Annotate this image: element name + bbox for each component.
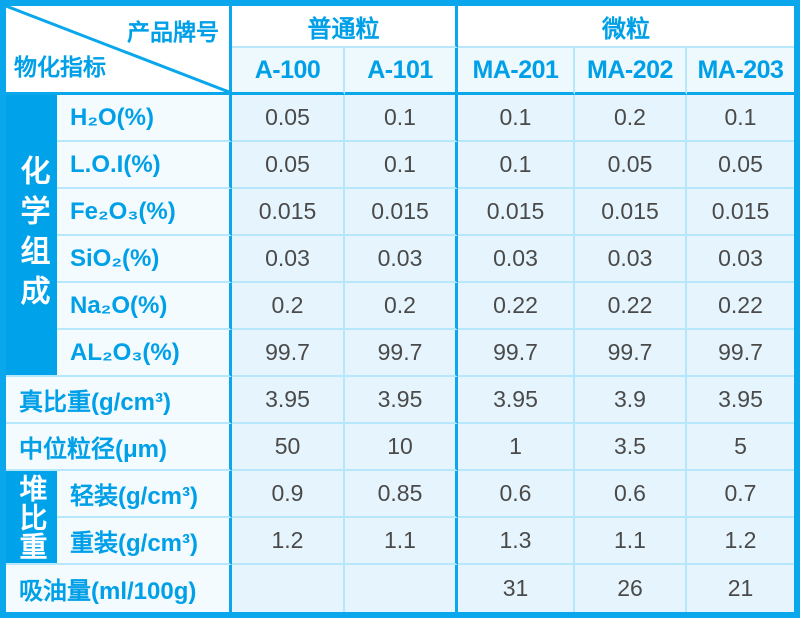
value-cell: 0.1	[345, 95, 458, 142]
model-ma-202: MA-202	[575, 48, 687, 95]
value-cell: 3.95	[345, 377, 458, 424]
value-cell: 0.03	[687, 236, 794, 283]
row-label-sio2: SiO₂(%)	[57, 236, 232, 283]
value-cell: 99.7	[458, 330, 575, 377]
group-strip-bulk-density: 堆比重	[6, 471, 57, 565]
value-cell: 0.1	[458, 142, 575, 189]
value-cell: 0.03	[458, 236, 575, 283]
model-a-101: A-101	[345, 48, 458, 95]
group-strip-chemical-composition: 化学组成	[6, 95, 57, 377]
value-cell: 99.7	[345, 330, 458, 377]
value-cell: 0.015	[345, 189, 458, 236]
value-cell: 0.05	[232, 95, 345, 142]
physchem-index-label: 物化指标	[14, 54, 106, 80]
value-cell: 1.2	[687, 518, 794, 565]
value-cell: 0.1	[458, 95, 575, 142]
value-cell: 0.05	[687, 142, 794, 189]
row-label-heavy-packing: 重装(g/cm³)	[57, 518, 232, 565]
value-cell: 0.2	[232, 283, 345, 330]
value-cell: 0.03	[232, 236, 345, 283]
model-ma-203: MA-203	[687, 48, 794, 95]
value-cell: 1.1	[575, 518, 687, 565]
value-cell: 0.1	[345, 142, 458, 189]
value-cell: 0.22	[458, 283, 575, 330]
row-label-oil-absorption: 吸油量(ml/100g)	[6, 565, 232, 612]
value-cell: 0.03	[345, 236, 458, 283]
value-cell: 0.2	[345, 283, 458, 330]
row-label-true-specific-gravity: 真比重(g/cm³)	[6, 377, 232, 424]
row-label-light-packing: 轻装(g/cm³)	[57, 471, 232, 518]
diagonal-divider	[6, 6, 229, 92]
group-fine-particle: 微粒	[458, 6, 794, 48]
row-label-na2o: Na₂O(%)	[57, 283, 232, 330]
value-cell: 1.3	[458, 518, 575, 565]
value-cell: 50	[232, 424, 345, 471]
value-cell: 0.2	[575, 95, 687, 142]
row-label-median-particle-size: 中位粒径(μm)	[6, 424, 232, 471]
value-cell: 0.7	[687, 471, 794, 518]
value-cell: 0.6	[458, 471, 575, 518]
row-label-al2o3: AL₂O₃(%)	[57, 330, 232, 377]
value-cell: 0.015	[687, 189, 794, 236]
row-label-loi: L.O.I(%)	[57, 142, 232, 189]
value-cell: 0.03	[575, 236, 687, 283]
row-label-h2o: H₂O(%)	[57, 95, 232, 142]
value-cell: 0.22	[687, 283, 794, 330]
value-cell: 99.7	[575, 330, 687, 377]
model-ma-201: MA-201	[458, 48, 575, 95]
value-cell: 0.015	[575, 189, 687, 236]
value-cell: 0.1	[687, 95, 794, 142]
value-cell: 31	[458, 565, 575, 612]
value-cell: 10	[345, 424, 458, 471]
value-cell: 26	[575, 565, 687, 612]
value-cell: 0.05	[232, 142, 345, 189]
value-cell: 21	[687, 565, 794, 612]
value-cell: 1.2	[232, 518, 345, 565]
value-cell: 1	[458, 424, 575, 471]
value-cell: 3.5	[575, 424, 687, 471]
value-cell: 0.22	[575, 283, 687, 330]
value-cell: 99.7	[687, 330, 794, 377]
diagonal-header-cell: 产品牌号 物化指标	[6, 6, 232, 95]
value-cell: 3.9	[575, 377, 687, 424]
product-brand-label: 产品牌号	[127, 19, 219, 45]
value-cell: 3.95	[232, 377, 345, 424]
value-cell: 0.85	[345, 471, 458, 518]
model-a-100: A-100	[232, 48, 345, 95]
row-label-fe2o3: Fe₂O₃(%)	[57, 189, 232, 236]
value-cell: 0.6	[575, 471, 687, 518]
value-cell: 5	[687, 424, 794, 471]
value-cell: 99.7	[232, 330, 345, 377]
value-cell	[345, 565, 458, 612]
value-cell: 1.1	[345, 518, 458, 565]
group-ordinary-particle: 普通粒	[232, 6, 458, 48]
value-cell: 3.95	[458, 377, 575, 424]
value-cell: 0.015	[458, 189, 575, 236]
value-cell: 3.95	[687, 377, 794, 424]
value-cell	[232, 565, 345, 612]
value-cell: 0.015	[232, 189, 345, 236]
value-cell: 0.05	[575, 142, 687, 189]
value-cell: 0.9	[232, 471, 345, 518]
